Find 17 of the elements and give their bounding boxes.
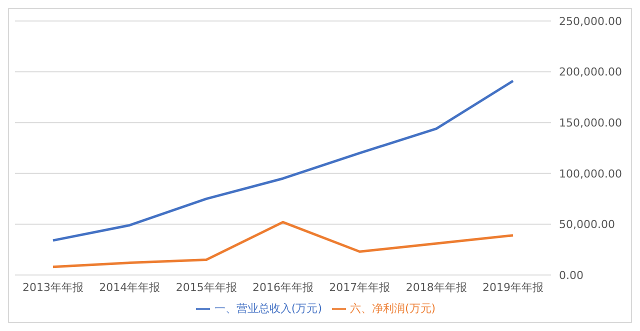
x-tick-label: 2016年年报	[252, 280, 314, 294]
legend-label: 六、净利润(万元)	[350, 302, 436, 315]
y-tick-label: 0.00	[559, 268, 584, 282]
y-tick-label: 250,000.00	[559, 14, 622, 28]
line-series	[52, 80, 514, 242]
y-tick-label: 150,000.00	[559, 116, 622, 130]
x-tick-label: 2014年年报	[99, 280, 160, 294]
y-tick-label: 200,000.00	[559, 66, 622, 79]
line-series	[52, 220, 514, 268]
y-tick-label: 100,000.00	[559, 167, 622, 180]
x-tick-label: 2015年年报	[176, 280, 237, 294]
y-tick-label: 50,000.00	[559, 218, 615, 232]
x-tick-label: 2017年年报	[329, 280, 390, 294]
legend-label: 一、营业总收入(万元)	[214, 302, 322, 315]
x-tick-label: 2018年年报	[406, 280, 467, 294]
x-tick-label: 2013年年报	[22, 280, 84, 294]
x-tick-label: 2019年年报	[482, 280, 544, 294]
